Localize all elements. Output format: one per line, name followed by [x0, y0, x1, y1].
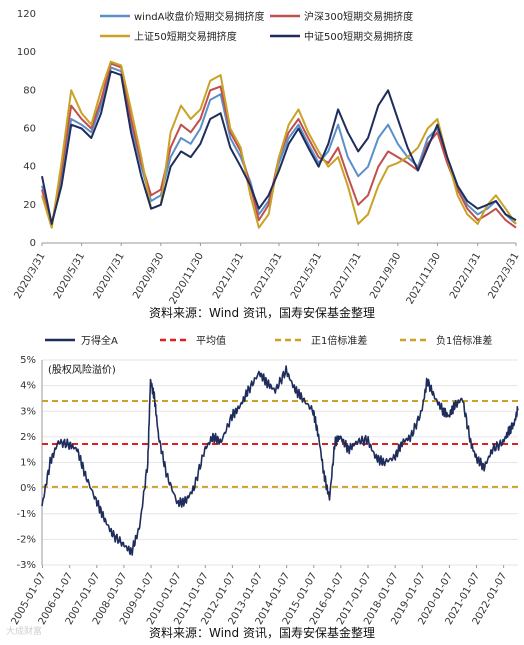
y-tick-label: -2% — [17, 534, 36, 545]
x-tick-label: 2021/7/31 — [329, 251, 364, 301]
legend-label: 中证500短期交易拥挤度 — [304, 30, 413, 43]
y-tick-label: 0% — [20, 483, 36, 494]
x-tick-label: 2021/9/30 — [368, 251, 403, 301]
legend-label: 沪深300短期交易拥挤度 — [304, 10, 413, 23]
series-line — [41, 60, 517, 229]
equity-risk-premium-chart: -3%-2%-1%0%1%2%3%4%5%2005-01-072006-01-0… — [6, 334, 519, 640]
y-tick-label: 40 — [23, 162, 36, 173]
chart-annotation: (股权风险溢价) — [48, 363, 116, 376]
x-tick-label: 2022/1/31 — [448, 251, 483, 301]
watermark-text: 大成财富 — [6, 625, 42, 637]
series-line — [41, 365, 519, 556]
x-tick-label: 2021/3/31 — [249, 251, 284, 301]
x-tick-label: 2022/3/31 — [486, 251, 521, 301]
x-tick-label: 2021/1/31 — [211, 251, 246, 301]
legend-label: 万得全A — [81, 334, 118, 347]
y-tick-label: 120 — [17, 9, 36, 20]
y-tick-label: -1% — [17, 509, 36, 520]
series-line — [41, 70, 517, 225]
y-tick-label: 80 — [23, 85, 36, 96]
y-tick-label: 5% — [20, 355, 36, 366]
legend-label: 负1倍标准差 — [436, 334, 492, 347]
source-note: 资料来源：Wind 资讯，国寿安保基金整理 — [149, 305, 375, 320]
x-tick-label: 2020/5/31 — [52, 251, 87, 301]
y-tick-label: 3% — [20, 406, 36, 417]
crowding-line-chart: 0 20 40 60 80 100 120 2020/3/31 2020/5/31 2020/7/… — [12, 9, 521, 320]
y-tick-label: 2% — [20, 432, 36, 443]
source-note: 资料来源：Wind 资讯，国寿安保基金整理 — [149, 625, 375, 640]
legend-label: 上证50短期交易拥挤度 — [134, 30, 237, 43]
legend-label: 平均值 — [196, 334, 226, 347]
x-tick-label: 2021/11/30 — [405, 251, 443, 306]
x-tick-label: 2020/9/30 — [131, 251, 166, 301]
y-tick-label: 100 — [17, 47, 36, 58]
x-tick-label: 2020/7/31 — [92, 251, 127, 301]
y-tick-label: 1% — [20, 458, 36, 469]
legend-label: 正1倍标准差 — [311, 334, 367, 347]
x-tick-label: 2020/11/30 — [168, 251, 206, 306]
x-tick-label: 2021/5/31 — [289, 251, 324, 301]
y-tick-label: 20 — [23, 200, 36, 211]
y-tick-label: 4% — [20, 381, 36, 392]
y-tick-label: 0 — [30, 238, 36, 249]
legend-label: windA收盘价短期交易拥挤度 — [134, 10, 264, 23]
y-tick-label: 60 — [23, 124, 36, 135]
x-tick-label: 2020/3/31 — [12, 251, 47, 301]
y-tick-label: -3% — [17, 560, 36, 571]
